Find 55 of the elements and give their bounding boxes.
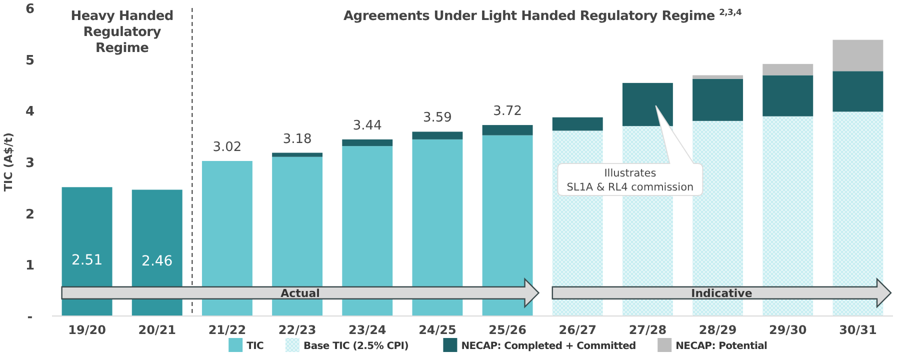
bar — [832, 112, 884, 316]
total-label: 3.18 — [282, 132, 312, 147]
x-tick-label: 20/21 — [138, 323, 176, 337]
total-label: 3.59 — [422, 110, 452, 126]
x-tick-label: 21/22 — [208, 323, 246, 337]
bar — [342, 139, 393, 146]
bar — [412, 132, 463, 140]
x-tick-label: 25/26 — [488, 323, 526, 337]
bar — [692, 75, 744, 79]
y-tick-label: 4 — [25, 104, 35, 120]
bar — [272, 156, 323, 316]
x-tick-label: 30/31 — [839, 323, 877, 337]
annotation: Illustrates SL1A & RL4 commission — [566, 168, 694, 194]
y-tick-label: 1 — [25, 258, 35, 274]
legend-label: NECAP: Potential — [676, 341, 768, 352]
total-label: 3.44 — [352, 118, 382, 134]
bar — [342, 146, 393, 316]
bar — [832, 71, 884, 112]
bar — [762, 75, 814, 116]
total-label: 3.02 — [212, 140, 242, 155]
bar — [552, 117, 603, 131]
bar — [832, 40, 884, 72]
x-tick-label: 27/28 — [628, 323, 667, 337]
x-tick-label: 26/27 — [558, 323, 597, 337]
y-tick-label: 3 — [25, 156, 35, 171]
data-label: 2.46 — [142, 253, 173, 270]
y-tick-label: 6 — [25, 2, 35, 17]
annotation: Heavy Handed Regulatory Regime — [70, 9, 174, 56]
annotation: Agreements Under Light Handed Regulatory Regime $^{2,3,4}$ — [344, 7, 742, 24]
bar — [762, 116, 814, 316]
y-axis-title: TIC (A$/t) — [2, 132, 15, 192]
x-tick-label: 22/23 — [278, 323, 316, 337]
x-tick-label: 29/30 — [768, 323, 807, 337]
bar — [482, 125, 533, 136]
y-tick-label: 5 — [25, 53, 35, 68]
bar — [692, 78, 744, 121]
y-tick-label: - — [27, 310, 33, 325]
annotation: Indicative — [691, 286, 752, 300]
bar — [622, 82, 673, 126]
bar — [272, 152, 323, 157]
data-label: 2.51 — [71, 252, 103, 268]
bar — [202, 160, 252, 316]
x-tick-label: 23/24 — [348, 323, 386, 337]
legend-label: TIC — [246, 341, 264, 352]
annotation: Actual — [280, 286, 320, 300]
y-tick-label: 2 — [25, 207, 35, 222]
bar — [412, 139, 463, 316]
x-tick-label: 24/25 — [418, 323, 456, 337]
legend-label: Base TIC (2.5% CPI) — [304, 341, 408, 352]
legend-label: NECAP: Completed + Committed — [461, 341, 636, 352]
x-tick-label: 19/20 — [68, 323, 106, 337]
bar — [482, 135, 533, 316]
x-tick-label: 28/29 — [698, 323, 737, 337]
bar — [762, 64, 814, 76]
total-label: 3.72 — [493, 104, 522, 120]
